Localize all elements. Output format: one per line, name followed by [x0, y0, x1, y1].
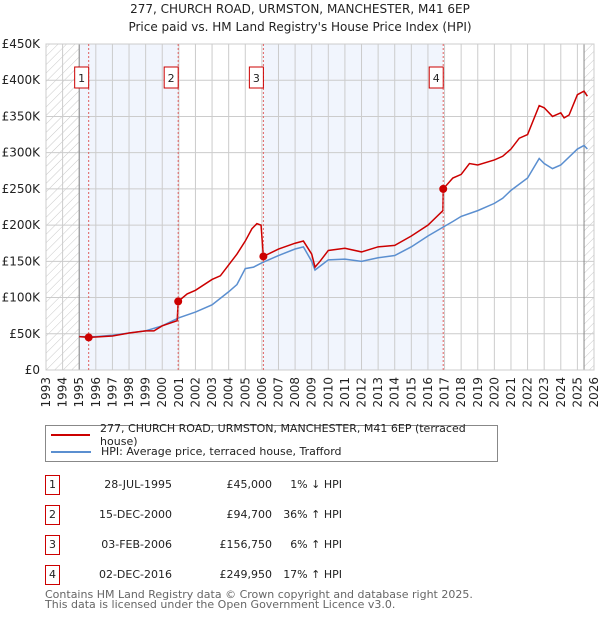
chart-title: 277, CHURCH ROAD, URMSTON, MANCHESTER, M… — [130, 2, 470, 16]
legend: 277, CHURCH ROAD, URMSTON, MANCHESTER, M… — [45, 422, 498, 462]
y-tick-label: £150K — [2, 254, 42, 268]
sale-row: 1 28-JUL-1995 £45,000 1% ↓ HPI — [45, 475, 385, 495]
x-tick-label: 2026 — [587, 377, 600, 408]
x-tick-label: 2011 — [338, 377, 352, 408]
x-tick-label: 2005 — [238, 377, 252, 408]
y-tick-label: £200K — [2, 218, 42, 232]
x-tick-label: 2000 — [155, 377, 169, 408]
y-tick-label: £250K — [2, 182, 42, 196]
hatched-region — [584, 44, 594, 370]
sale-point — [439, 184, 448, 193]
y-tick-label: £300K — [2, 146, 42, 160]
plot-border — [45, 43, 595, 371]
legend-item-hpi: HPI: Average price, terraced house, Traf… — [46, 443, 497, 460]
x-tick-label: 2008 — [288, 377, 302, 408]
sale-hpi-diff: 36% ↑ HPI — [283, 508, 342, 521]
sale-label-box — [428, 66, 444, 89]
x-tick-label: 2009 — [305, 377, 319, 408]
x-tick-label: 2001 — [172, 377, 186, 408]
shaded-period — [263, 44, 444, 370]
legend-item-property: 277, CHURCH ROAD, URMSTON, MANCHESTER, M… — [46, 422, 497, 448]
sale-number: 1 — [45, 475, 60, 495]
x-tick-label: 1993 — [39, 377, 53, 408]
y-tick-label: £450K — [2, 37, 42, 51]
legend-label: 277, CHURCH ROAD, URMSTON, MANCHESTER, M… — [100, 421, 466, 448]
x-tick-label: 2004 — [222, 377, 236, 408]
legend-swatch-red — [51, 433, 91, 436]
x-tick-label: 2021 — [504, 377, 518, 408]
sale-price: £45,000 — [226, 478, 273, 491]
hpi-line — [79, 144, 588, 338]
x-tick-label: 2002 — [188, 377, 202, 408]
legend-label: HPI: Average price, terraced house, Traf… — [101, 445, 342, 458]
sale-hpi-diff: 17% ↑ HPI — [283, 568, 342, 581]
x-tick-label: 2018 — [454, 377, 468, 408]
sale-label-number: 4 — [433, 72, 440, 85]
sale-point — [174, 297, 183, 306]
legend-swatch-blue — [51, 450, 91, 453]
footer-licence: This data is licensed under the Open Gov… — [45, 598, 396, 611]
x-tick-label: 2024 — [554, 377, 568, 408]
sale-hpi-diff: 6% ↑ HPI — [290, 538, 342, 551]
sale-row: 2 15-DEC-2000 £94,700 36% ↑ HPI — [45, 505, 385, 525]
y-tick-label: £50K — [9, 327, 41, 341]
x-tick-label: 2012 — [355, 377, 369, 408]
sale-date: 03-FEB-2006 — [101, 538, 172, 551]
sale-date: 02-DEC-2016 — [98, 568, 172, 581]
sale-row: 4 02-DEC-2016 £249,950 17% ↑ HPI — [45, 565, 385, 585]
sale-price: £156,750 — [219, 538, 273, 551]
sale-point — [259, 252, 268, 261]
sale-number: 3 — [45, 535, 60, 555]
x-tick-label: 1999 — [139, 377, 153, 408]
x-tick-label: 1995 — [72, 377, 86, 408]
sale-label-number: 2 — [168, 72, 175, 85]
x-tick-label: 1996 — [89, 377, 103, 408]
price-chart: 277, CHURCH ROAD, URMSTON, MANCHESTER, M… — [2, 2, 600, 408]
y-tick-label: £400K — [2, 73, 42, 87]
sale-date: 28-JUL-1995 — [104, 478, 172, 491]
x-tick-label: 2016 — [421, 377, 435, 408]
y-tick-label: £100K — [2, 291, 42, 305]
sale-price: £249,950 — [219, 568, 273, 581]
chart-subtitle: Price paid vs. HM Land Registry's House … — [128, 20, 471, 34]
x-tick-label: 2025 — [570, 377, 584, 408]
sale-label-box — [248, 66, 264, 89]
sale-label-number: 3 — [253, 72, 260, 85]
x-tick-label: 2015 — [404, 377, 418, 408]
sale-date: 15-DEC-2000 — [98, 508, 172, 521]
footer: Contains HM Land Registry data © Crown c… — [45, 588, 473, 611]
x-tick-label: 2020 — [487, 377, 501, 408]
x-tick-label: 2010 — [321, 377, 335, 408]
x-tick-label: 2023 — [537, 377, 551, 408]
y-tick-label: £0 — [25, 363, 40, 377]
x-tick-label: 2007 — [271, 377, 285, 408]
sale-label-number: 1 — [78, 72, 85, 85]
sale-row: 3 03-FEB-2006 £156,750 6% ↑ HPI — [45, 535, 385, 555]
x-tick-label: 2017 — [438, 377, 452, 408]
sale-label-box — [74, 66, 90, 89]
sale-number: 2 — [45, 505, 60, 525]
sale-point — [84, 333, 93, 342]
sale-number: 4 — [45, 565, 60, 585]
x-tick-label: 2022 — [521, 377, 535, 408]
y-tick-label: £350K — [2, 109, 42, 123]
x-tick-label: 2003 — [205, 377, 219, 408]
footer-copyright: Contains HM Land Registry data © Crown c… — [45, 588, 473, 601]
x-tick-label: 1997 — [105, 377, 119, 408]
sale-hpi-diff: 1% ↓ HPI — [290, 478, 342, 491]
x-tick-label: 2014 — [388, 377, 402, 408]
sale-price: £94,700 — [226, 508, 273, 521]
x-tick-label: 1998 — [122, 377, 136, 408]
x-tick-label: 2013 — [371, 377, 385, 408]
sale-label-box — [163, 66, 179, 89]
x-tick-label: 2019 — [471, 377, 485, 408]
x-tick-label: 1994 — [56, 377, 70, 408]
x-tick-label: 2006 — [255, 377, 269, 408]
